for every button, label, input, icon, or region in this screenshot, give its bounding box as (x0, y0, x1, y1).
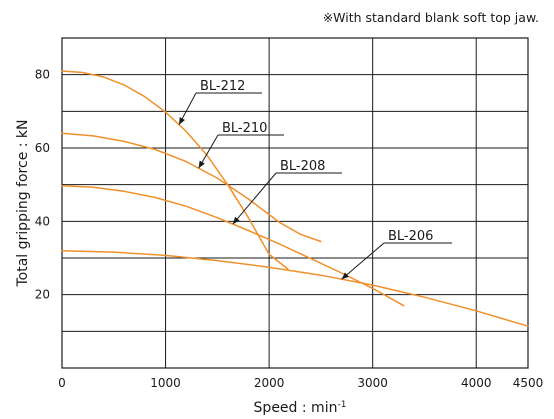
series-curves (61, 70, 529, 327)
x-tick-label: 2000 (254, 376, 285, 390)
series-label-bl-206: BL-206 (388, 229, 433, 244)
x-tick-label: 4000 (461, 376, 492, 390)
y-tick-labels: 20 40 60 80 (35, 68, 50, 302)
series-label-bl-208: BL-208 (280, 159, 325, 174)
y-tick-label: 20 (35, 288, 50, 302)
y-tick-label: 60 (35, 141, 50, 155)
series-line-bl-208 (61, 185, 405, 307)
series-label-arrowhead (232, 216, 240, 225)
x-axis-title: Speed : min-1 (254, 400, 347, 416)
x-tick-label: 0 (58, 376, 66, 390)
x-tick-label: 4500 (513, 376, 544, 390)
series-label-bl-212: BL-212 (200, 79, 245, 94)
series-line-bl-212 (61, 70, 289, 270)
series-label-arrowhead (341, 272, 349, 280)
y-tick-label: 40 (35, 214, 50, 228)
series-label-leader (341, 242, 385, 280)
x-tick-label: 3000 (357, 376, 388, 390)
series-line-bl-210 (61, 132, 322, 243)
plot-area (61, 37, 529, 369)
series-line-bl-206 (61, 249, 529, 327)
series-label-leader (232, 172, 277, 225)
y-tick-label: 80 (35, 68, 50, 82)
x-tick-labels: 0 1000 2000 3000 4000 4500 (58, 376, 543, 390)
series-label-arrowhead (198, 160, 205, 169)
y-axis-title: Total gripping force : kN (15, 119, 31, 287)
series-label-leaders: BL-212 BL-210 BL-208 BL-206 (178, 79, 452, 280)
grid-lines (62, 38, 528, 368)
series-label-bl-210: BL-210 (222, 121, 267, 136)
series-label-arrowhead (179, 117, 185, 125)
x-tick-label: 1000 (150, 376, 181, 390)
chart-note: ※With standard blank soft top jaw. (323, 10, 539, 25)
